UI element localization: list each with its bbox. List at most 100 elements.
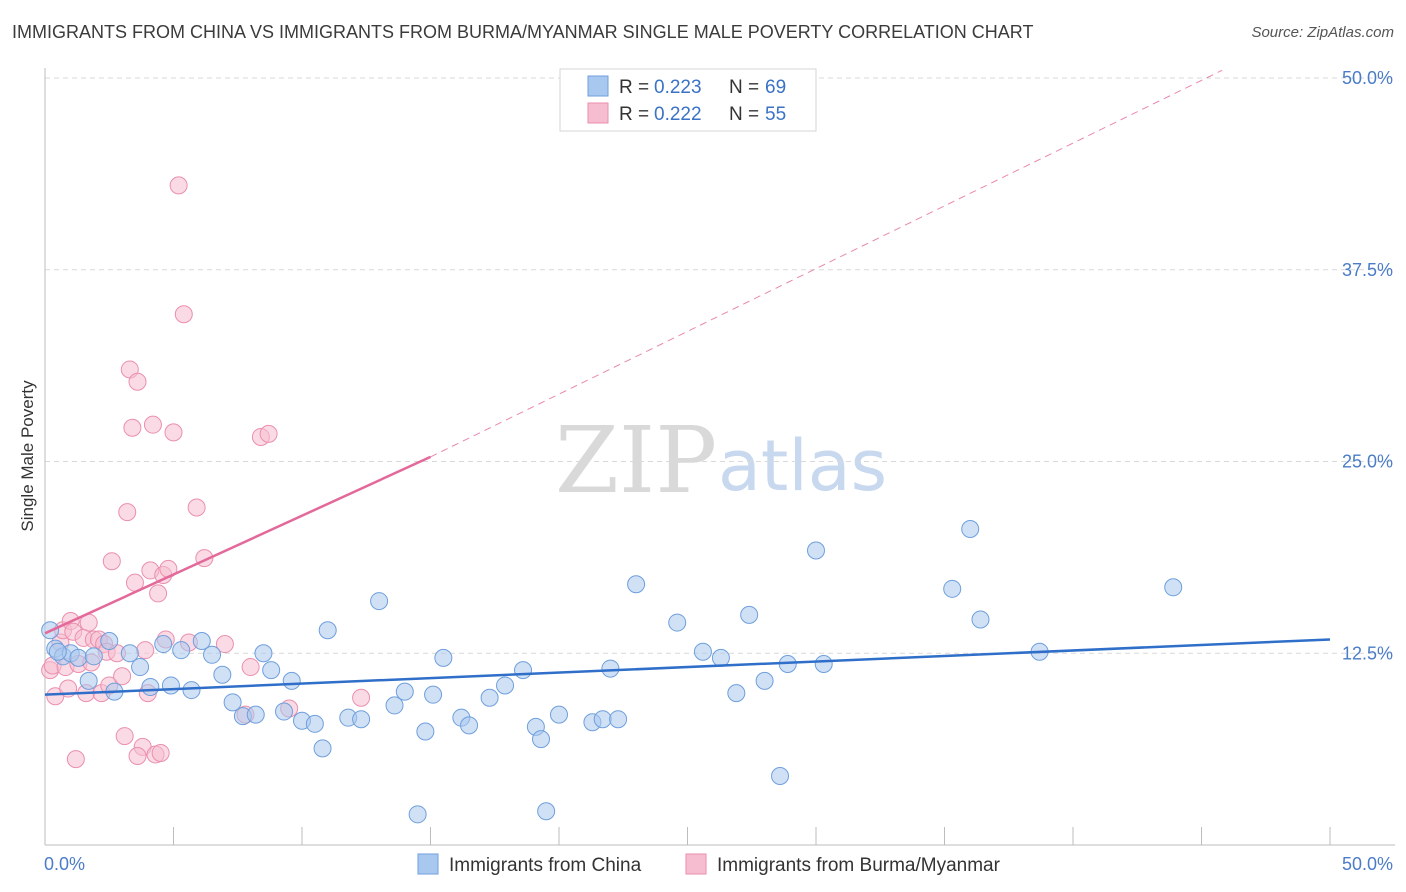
china-point-60 (807, 541, 825, 560)
china-point-49 (601, 659, 620, 678)
legend-china-n-label: N = (729, 77, 759, 98)
china-point-35 (416, 722, 435, 741)
china-point-41 (496, 676, 515, 695)
legend-burma-r-value: 0.222 (654, 104, 702, 125)
china-point-51 (627, 575, 646, 594)
china-point-37 (434, 648, 453, 667)
watermark: ZIP atlas (555, 407, 887, 514)
china-point-34 (408, 805, 427, 824)
burma-point-26 (123, 418, 142, 437)
legend-china-swatch (587, 75, 609, 97)
china-point-32 (385, 696, 404, 715)
china-point-24 (282, 671, 301, 690)
china-point-33 (395, 682, 414, 701)
china-point-30 (352, 710, 371, 729)
burma-point-48 (241, 658, 260, 677)
x-tick-label-0: 0.0% (44, 854, 85, 874)
legend-burma-n-label: N = (729, 104, 759, 125)
series-legend: Immigrants from China Immigrants from Bu… (417, 853, 1001, 876)
x-tick-labels: 0.0% 50.0% (44, 854, 1393, 874)
china-point-40 (480, 688, 499, 707)
burma-point-28 (128, 372, 147, 391)
china-point-44 (532, 730, 551, 749)
china-point-57 (755, 671, 774, 690)
china-trend-line (44, 638, 1331, 696)
china-point-68 (84, 647, 103, 666)
y-tick-label-3: 50.0% (1342, 68, 1393, 88)
china-point-31 (370, 592, 389, 611)
y-tick-label-0: 12.5% (1342, 643, 1393, 663)
axes (44, 68, 1395, 846)
legend-burma-r-label: R = (619, 104, 649, 125)
china-point-45 (537, 802, 556, 821)
burma-trend-extension (430, 69, 1223, 458)
china-point-27 (313, 739, 332, 758)
china-point-63 (961, 519, 980, 538)
bottom-legend-burma-swatch (685, 853, 707, 875)
burma-point-52 (352, 688, 371, 707)
burma-point-53 (128, 747, 147, 766)
china-point-10 (141, 677, 160, 696)
burma-point-30 (136, 641, 155, 660)
watermark-atlas: atlas (718, 425, 887, 507)
china-point-46 (550, 705, 568, 724)
legend-burma-n-value: 55 (765, 104, 786, 125)
legend-burma-swatch (587, 102, 609, 124)
china-point-14 (182, 681, 201, 700)
source-credit: Source: ZipAtlas.com (1251, 24, 1394, 41)
china-point-20 (246, 705, 265, 724)
china-point-66 (1164, 578, 1183, 597)
burma-point-24 (118, 503, 137, 522)
china-point-17 (213, 665, 232, 684)
china-point-13 (172, 641, 191, 660)
burma-trend-line (44, 455, 432, 635)
burma-point-33 (143, 415, 162, 434)
burma-point-40 (164, 423, 183, 442)
bottom-legend-china-swatch (417, 853, 439, 875)
china-point-6 (100, 631, 119, 650)
burma-point-41 (169, 176, 188, 195)
china-point-23 (275, 702, 294, 721)
chart-title: IMMIGRANTS FROM CHINA VS IMMIGRANTS FROM… (12, 22, 1034, 42)
burma-point-50 (259, 424, 278, 443)
china-point-58 (771, 766, 790, 785)
china-point-8 (120, 644, 139, 663)
y-tick-label-1: 25.0% (1342, 452, 1393, 472)
burma-point-42 (174, 305, 193, 324)
y-tick-label-2: 37.5% (1342, 260, 1393, 280)
china-point-26 (305, 714, 324, 733)
burma-point-36 (151, 743, 170, 762)
burma-point-23 (115, 727, 134, 746)
china-point-50 (609, 710, 628, 729)
china-point-39 (460, 716, 479, 735)
y-tick-labels: 12.5% 25.0% 37.5% 50.0% (1342, 68, 1393, 663)
china-point-54 (711, 648, 730, 667)
burma-point-46 (215, 635, 234, 654)
china-point-52 (668, 613, 687, 632)
legend-china-n-value: 69 (765, 77, 786, 98)
bottom-legend-burma-label: Immigrants from Burma/Myanmar (717, 855, 1001, 876)
china-point-12 (161, 676, 180, 695)
china-point-53 (693, 642, 712, 661)
trend-lines (44, 69, 1331, 696)
china-point-62 (943, 579, 962, 598)
china-point-18 (223, 693, 242, 712)
china-point-11 (154, 635, 173, 654)
burma-point-22 (113, 667, 132, 686)
china-point-64 (971, 610, 990, 629)
gridlines (45, 77, 1395, 654)
china-point-67 (48, 642, 67, 661)
china-point-48 (593, 710, 612, 729)
watermark-zip: ZIP (555, 407, 717, 514)
china-point-42 (514, 661, 533, 680)
china-point-21 (254, 644, 273, 663)
stats-legend: R = 0.223 N = 69 R = 0.222 N = 55 (559, 68, 817, 132)
china-point-9 (131, 658, 150, 677)
y-axis-title: Single Male Poverty (18, 380, 37, 532)
legend-china-r-value: 0.223 (654, 77, 702, 98)
china-point-28 (318, 621, 337, 640)
china-point-61 (814, 654, 833, 673)
x-tick-label-1: 50.0% (1342, 854, 1393, 874)
china-point-56 (740, 605, 759, 624)
burma-point-54 (66, 750, 85, 769)
